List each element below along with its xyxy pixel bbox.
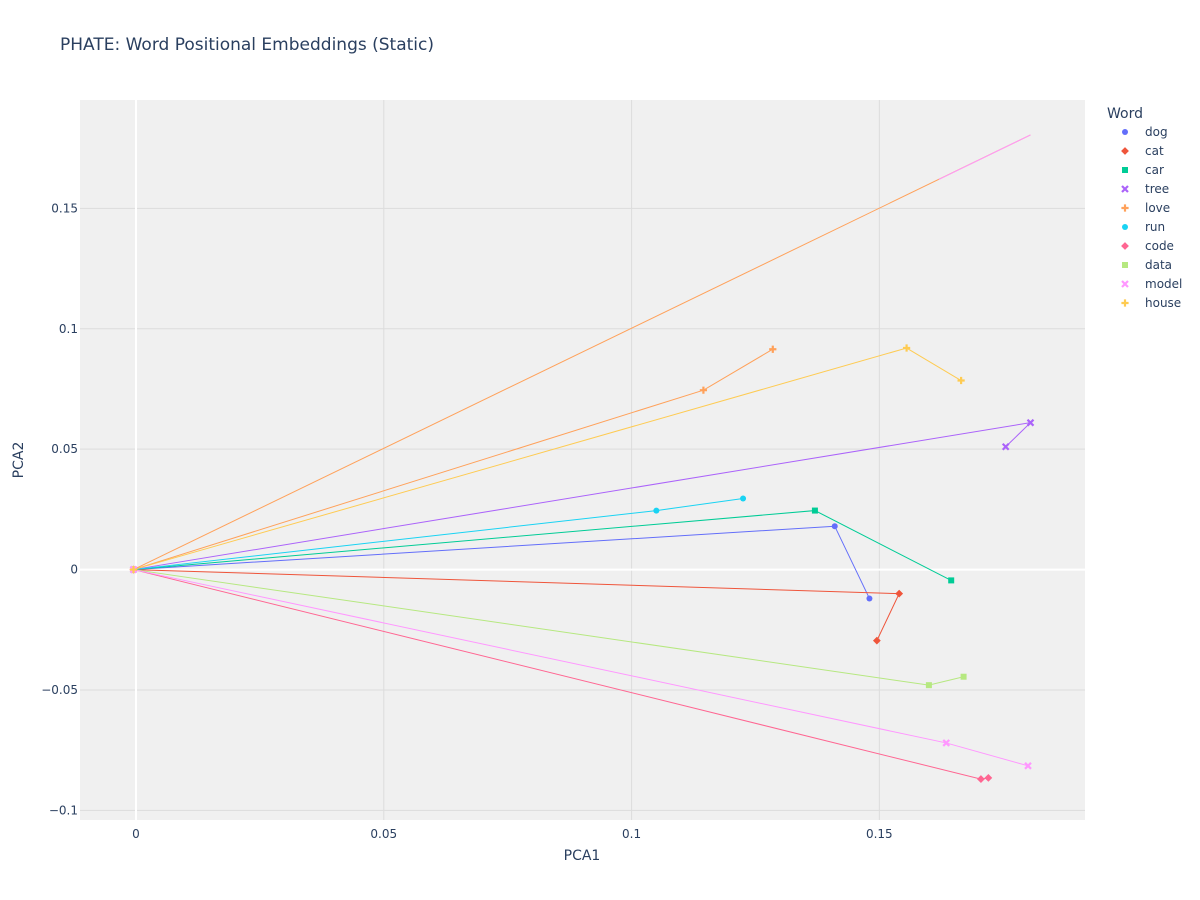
legend-label: run — [1145, 220, 1165, 234]
tick-labels: 0 0.05 0.1 0.15 −0.1 −0.05 0 0.05 0.1 0.15 — [41, 201, 892, 841]
zero-lines — [80, 100, 1085, 820]
point-tree — [1001, 442, 1010, 451]
legend-marker-house — [1121, 299, 1129, 307]
y-axis-title: PCA2 — [11, 442, 27, 479]
legend-marker-model — [1121, 280, 1129, 288]
point-house — [129, 565, 138, 574]
point-love — [769, 345, 777, 353]
legend-item-tree[interactable]: tree — [1121, 182, 1169, 196]
x-tick-label: 0 — [132, 827, 140, 841]
legend-marker-dog — [1122, 129, 1128, 135]
point-data — [925, 682, 932, 689]
legend-label: house — [1145, 296, 1181, 310]
legend-label: cat — [1145, 144, 1164, 158]
legend-label: love — [1145, 201, 1170, 215]
legend-marker-code — [1121, 242, 1129, 250]
legend-label: model — [1145, 277, 1182, 291]
legend-marker-data — [1122, 262, 1128, 268]
legend-item-cat[interactable]: cat — [1121, 144, 1164, 158]
point-house — [902, 344, 911, 352]
x-tick-label: 0.15 — [866, 827, 893, 841]
legend-item-run[interactable]: run — [1122, 220, 1165, 234]
point-code — [984, 773, 993, 782]
point-model — [942, 739, 951, 747]
y-tick-label: 0.15 — [51, 201, 78, 215]
plot-area — [80, 100, 1085, 820]
legend-marker-love — [1121, 204, 1129, 212]
legend-label: data — [1145, 258, 1172, 272]
x-tick-label: 0.05 — [370, 827, 397, 841]
legend-item-car[interactable]: car — [1122, 163, 1164, 177]
point-tree — [1026, 418, 1035, 427]
diagonal-line — [938, 134, 1031, 180]
y-tick-label: −0.05 — [41, 683, 78, 697]
point-code — [977, 775, 985, 783]
grid-lines — [80, 100, 1085, 820]
chart-title: PHATE: Word Positional Embeddings (Stati… — [60, 35, 434, 55]
point-cat — [872, 636, 881, 645]
y-tick-label: 0 — [70, 563, 78, 577]
legend-item-love[interactable]: love — [1121, 201, 1170, 215]
legend-label: dog — [1145, 125, 1168, 139]
x-tick-label: 0.1 — [622, 827, 641, 841]
legend-item-data[interactable]: data — [1122, 258, 1172, 272]
point-dog — [866, 595, 873, 602]
legend-label: car — [1145, 163, 1164, 177]
y-tick-label: 0.05 — [51, 442, 78, 456]
legend-marker-tree — [1121, 185, 1129, 193]
point-dog — [831, 523, 838, 530]
legend-label: code — [1145, 239, 1174, 253]
legend-item-dog[interactable]: dog — [1122, 125, 1168, 139]
legend-item-model[interactable]: model — [1121, 277, 1182, 291]
x-axis-title: PCA1 — [564, 848, 601, 864]
point-love — [699, 386, 708, 394]
point-car — [948, 577, 955, 584]
legend-marker-cat — [1121, 147, 1129, 155]
legend-title: Word — [1107, 106, 1143, 122]
series-markers — [129, 344, 1035, 783]
diagonal-line — [133, 134, 1031, 571]
point-house — [957, 376, 965, 385]
y-tick-label: 0.1 — [59, 322, 78, 336]
legend-label: tree — [1145, 182, 1169, 196]
point-run — [653, 507, 660, 514]
legend-item-code[interactable]: code — [1121, 239, 1174, 253]
y-tick-label: −0.1 — [49, 803, 78, 817]
legend-marker-run — [1122, 224, 1128, 230]
legend: Word dog cat car tree love run code data model ho… — [1107, 106, 1182, 310]
legend-item-house[interactable]: house — [1121, 296, 1181, 310]
point-run — [740, 495, 747, 502]
point-model — [1024, 762, 1032, 770]
point-cat — [895, 589, 904, 598]
legend-marker-car — [1122, 167, 1128, 173]
point-car — [811, 507, 818, 514]
point-data — [960, 673, 967, 680]
